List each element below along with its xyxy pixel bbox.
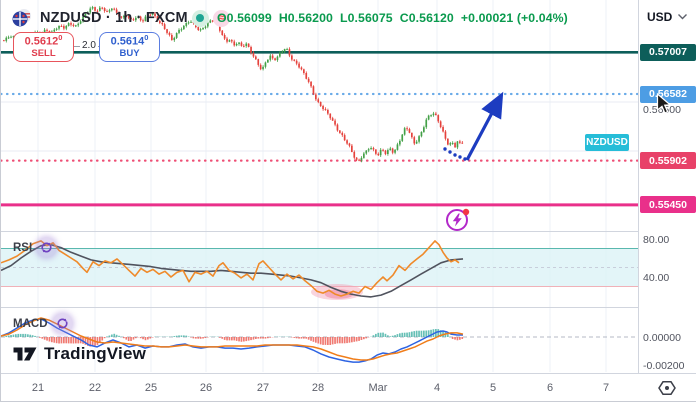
ohlc-low: L0.56075 xyxy=(339,11,393,25)
buy-button[interactable]: 0.56140 BUY xyxy=(99,32,160,62)
ohlc-readout: O0.56099 H0.56200 L0.56075 C0.56120 +0.00021… xyxy=(217,11,575,25)
time-tick-28: 28 xyxy=(311,382,325,394)
time-tick-7: 7 xyxy=(602,382,610,394)
price-tick-0.56500: 0.56500 xyxy=(643,104,681,116)
tradingview-logo-icon xyxy=(13,347,37,361)
panel-separator-rsi-macd[interactable] xyxy=(1,307,696,308)
macd-refresh-icon[interactable] xyxy=(52,314,72,333)
sell-button[interactable]: 0.56120 SELL xyxy=(13,32,74,62)
time-tick-5: 5 xyxy=(489,382,497,394)
price-level-label-0.57007[interactable]: 0.57007 xyxy=(640,43,696,61)
ohlc-open: O0.56099 xyxy=(217,11,272,25)
rsi-refresh-icon[interactable] xyxy=(37,238,57,257)
panel-tick-0.00000: 0.00000 xyxy=(643,332,681,344)
currency-selector[interactable]: USD xyxy=(647,10,688,24)
price-scale[interactable]: USD 0.565000.5600080.0040.000.00000-0.00… xyxy=(638,0,696,401)
chevron-down-icon xyxy=(678,14,688,20)
market-status-icon[interactable] xyxy=(191,9,209,27)
macd-label[interactable]: MACD xyxy=(13,317,48,330)
price-level-label-0.56582[interactable]: 0.56582 xyxy=(640,85,696,103)
time-tick-21: 21 xyxy=(31,382,45,394)
panel-tick-40.00: 40.00 xyxy=(643,272,670,284)
spread-value: 2.0 xyxy=(80,40,98,51)
ohlc-high: H0.56200 xyxy=(278,11,333,25)
panel-tick-80.00: 80.00 xyxy=(643,234,670,246)
approx-data-icon[interactable]: ≈ xyxy=(212,9,230,27)
ohlc-close: C0.56120 xyxy=(399,11,454,25)
rsi-panel-header: RSI xyxy=(13,238,57,257)
symbol-title[interactable]: NZDUSD · 1h · FXCM xyxy=(40,10,188,26)
panel-tick--0.00200: -0.00200 xyxy=(643,360,685,372)
price-level-label-0.55902[interactable]: 0.55902 xyxy=(640,152,696,170)
tradingview-logo-text: TradingView xyxy=(44,344,147,363)
settings-gear-icon[interactable] xyxy=(657,378,677,398)
pair-flag-icon xyxy=(12,9,31,27)
symbol-legend: NZDUSD · 1h · FXCM ≈ xyxy=(11,8,230,28)
time-tick-25: 25 xyxy=(144,382,158,394)
flash-alert-icon[interactable] xyxy=(444,206,471,233)
time-tick-22: 22 xyxy=(88,382,102,394)
time-tick-27: 27 xyxy=(256,382,270,394)
rsi-label[interactable]: RSI xyxy=(13,241,33,254)
current-price-label: NZDUSD xyxy=(585,134,629,151)
time-tick-Mar: Mar xyxy=(368,382,388,394)
price-level-label-0.55450[interactable]: 0.55450 xyxy=(640,196,696,214)
time-axis[interactable]: 21 22 25 26 27 28 Mar 4 5 6 7 xyxy=(1,373,696,401)
tradingview-watermark[interactable]: TradingView xyxy=(13,344,146,364)
time-tick-4: 4 xyxy=(433,382,441,394)
currency-label: USD xyxy=(647,10,673,24)
ohlc-change: +0.00021 (+0.04%) xyxy=(460,11,568,25)
panel-separator-main-rsi[interactable] xyxy=(1,231,696,232)
time-tick-6: 6 xyxy=(546,382,554,394)
macd-panel-header: MACD xyxy=(13,314,72,333)
time-tick-26: 26 xyxy=(199,382,213,394)
